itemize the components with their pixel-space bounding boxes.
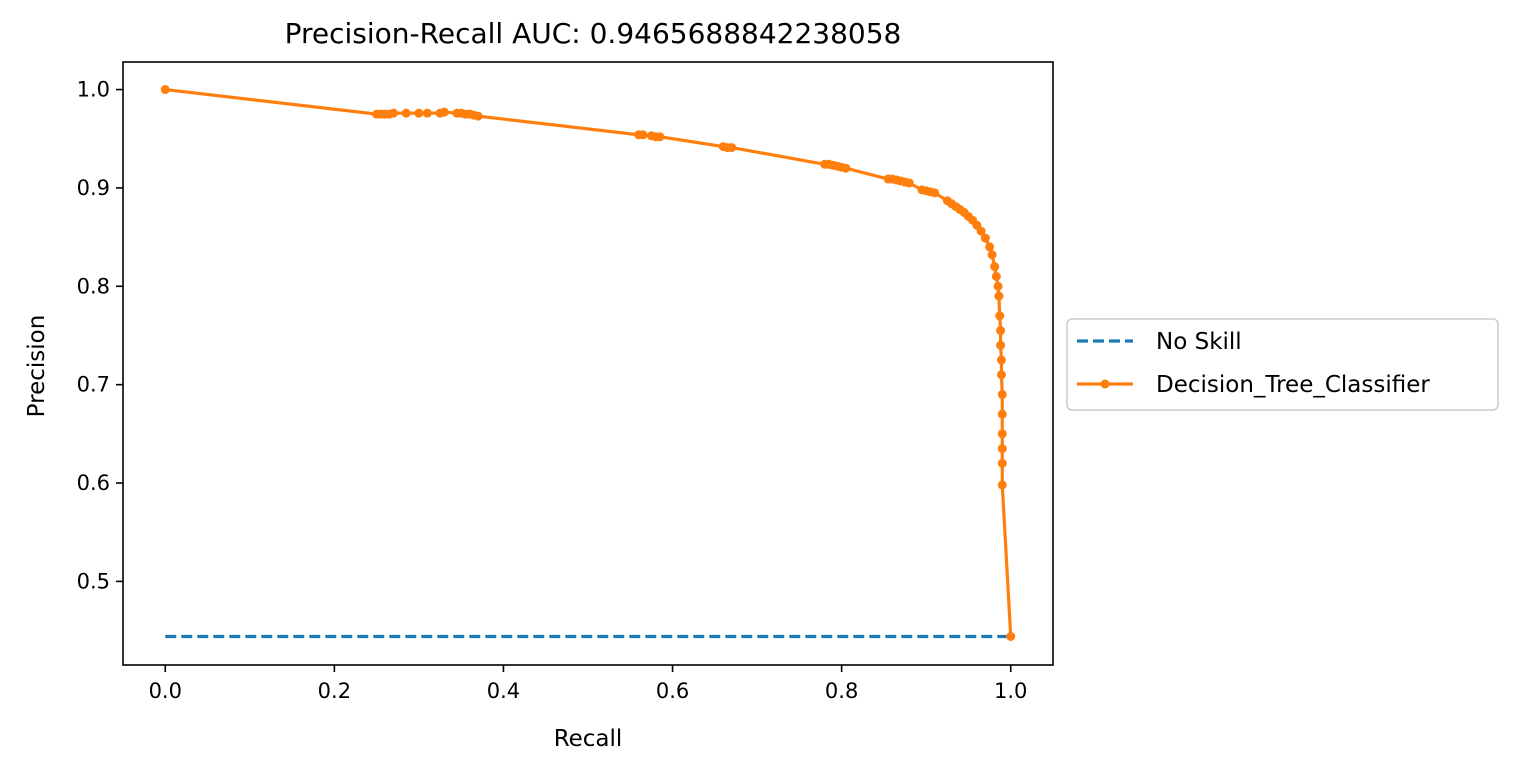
data-point bbox=[987, 250, 997, 260]
legend-box bbox=[1066, 318, 1499, 411]
y-tick-label: 0.6 bbox=[77, 471, 110, 495]
data-point bbox=[655, 132, 665, 142]
data-point bbox=[439, 107, 449, 117]
chart-title: Precision-Recall AUC: 0.9465688842238058 bbox=[285, 17, 902, 50]
y-tick-label: 0.5 bbox=[77, 569, 110, 593]
y-tick-label: 1.0 bbox=[77, 78, 110, 102]
data-point bbox=[997, 429, 1007, 439]
y-tick-label: 0.7 bbox=[77, 373, 110, 397]
legend: No Skill Decision_Tree_Classifier bbox=[1066, 318, 1499, 411]
data-point bbox=[389, 108, 399, 118]
data-point bbox=[841, 163, 851, 173]
data-point bbox=[997, 409, 1007, 419]
data-point bbox=[976, 226, 986, 236]
data-point bbox=[414, 108, 424, 118]
legend-label-decision-tree: Decision_Tree_Classifier bbox=[1156, 372, 1430, 398]
data-point bbox=[904, 178, 914, 188]
x-tick-label: 0.4 bbox=[487, 679, 520, 703]
data-point bbox=[727, 143, 737, 153]
x-axis-ticks: 0.0 0.2 0.4 0.6 0.8 1.0 bbox=[149, 665, 1027, 703]
data-point bbox=[991, 271, 1001, 281]
data-point bbox=[997, 458, 1007, 468]
data-point bbox=[995, 311, 1005, 321]
x-tick-label: 1.0 bbox=[994, 679, 1027, 703]
data-point bbox=[997, 444, 1007, 454]
data-point bbox=[930, 188, 940, 198]
y-tick-label: 0.8 bbox=[77, 274, 110, 298]
data-point bbox=[997, 389, 1007, 399]
data-point bbox=[473, 111, 483, 121]
x-tick-label: 0.0 bbox=[149, 679, 182, 703]
data-point bbox=[994, 291, 1004, 301]
data-point bbox=[638, 130, 648, 140]
series-layer bbox=[160, 85, 1016, 641]
data-point bbox=[990, 262, 1000, 272]
data-point bbox=[997, 480, 1007, 490]
data-point bbox=[996, 326, 1006, 336]
legend-label-no-skill: No Skill bbox=[1156, 329, 1242, 355]
data-point bbox=[160, 85, 170, 95]
data-point bbox=[980, 233, 990, 243]
data-point bbox=[1006, 631, 1016, 641]
x-tick-label: 0.8 bbox=[825, 679, 858, 703]
data-point bbox=[996, 370, 1006, 380]
x-tick-label: 0.6 bbox=[656, 679, 689, 703]
data-point bbox=[996, 340, 1006, 350]
data-point bbox=[985, 242, 995, 252]
data-point bbox=[993, 281, 1003, 291]
plot-area bbox=[122, 61, 1054, 666]
x-axis-label: Recall bbox=[554, 726, 623, 752]
y-tick-label: 0.9 bbox=[77, 176, 110, 200]
y-axis-label: Precision bbox=[24, 315, 50, 418]
data-point bbox=[422, 108, 432, 118]
x-tick-label: 0.2 bbox=[318, 679, 351, 703]
data-point bbox=[996, 355, 1006, 365]
y-axis-ticks: 0.5 0.6 0.7 0.8 0.9 1.0 bbox=[77, 78, 123, 593]
legend-marker-decision-tree bbox=[1100, 379, 1110, 389]
data-point bbox=[401, 108, 411, 118]
